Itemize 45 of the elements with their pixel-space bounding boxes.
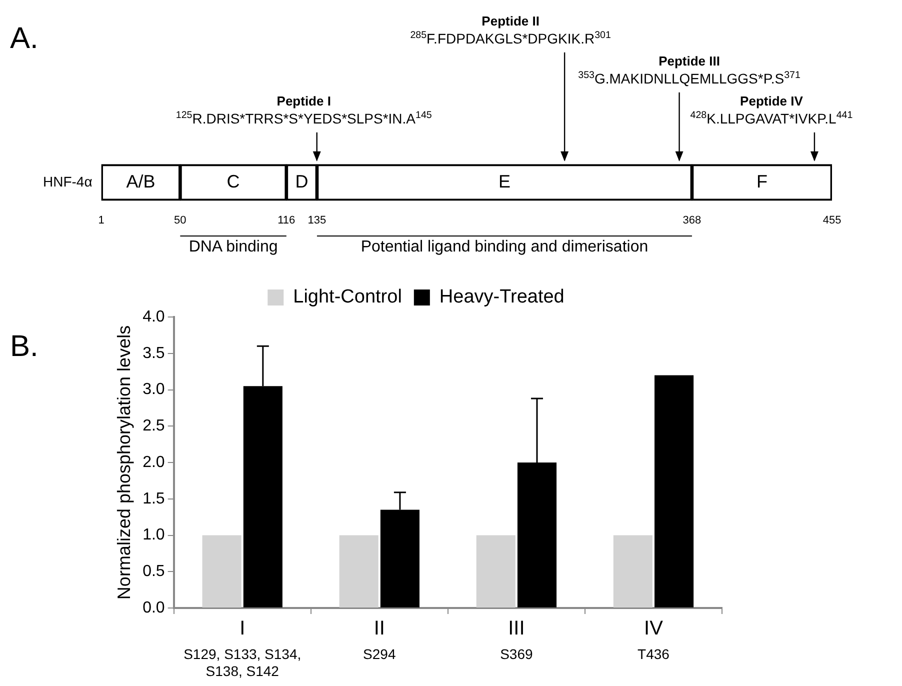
x-tick-label: III	[508, 618, 525, 640]
annotation: C	[226, 171, 240, 192]
annotation: A/B	[126, 171, 156, 192]
text: S129, S133, S134, S138, S142	[184, 646, 302, 679]
chart-title: A.	[10, 22, 38, 56]
band-label: Potential ligand binding and dimerisation	[360, 238, 648, 256]
bar	[202, 535, 242, 608]
bar	[476, 535, 516, 608]
chart-title: B.	[10, 330, 38, 364]
band-label: DNA binding	[188, 238, 278, 256]
x-tick-label: 1	[98, 214, 104, 226]
text: Peptide I	[276, 93, 331, 108]
x-tick-label: 50	[174, 214, 186, 226]
text: Peptide IV	[740, 93, 804, 108]
y-tick-label: 0.5	[142, 563, 165, 580]
text: Peptide III	[658, 53, 720, 68]
text: S294	[363, 646, 396, 662]
y-tick-label: HNF-4α	[42, 173, 92, 190]
text: T436	[638, 646, 670, 662]
annotation: F	[756, 171, 768, 192]
x-tick-label: 135	[308, 214, 326, 226]
x-tick-label: 455	[822, 214, 842, 226]
y-axis-title: Normalized phosphorylation levels	[114, 325, 134, 600]
x-tick-label: 368	[682, 214, 702, 226]
legend-label: Light-Control	[293, 286, 402, 308]
x-tick-label: II	[374, 618, 385, 640]
y-tick-label: 1.0	[142, 526, 165, 544]
annotation: E	[498, 171, 510, 192]
text: S369	[500, 646, 533, 662]
bar	[654, 375, 694, 608]
bar	[339, 535, 378, 608]
y-tick-label: 3.0	[142, 381, 165, 398]
y-tick-label: 0.0	[142, 599, 165, 616]
y-tick-label: 2.5	[142, 418, 165, 435]
y-tick-label: 1.5	[142, 490, 165, 508]
bar	[613, 535, 652, 608]
y-tick-label: 4.0	[142, 308, 165, 326]
annotation: D	[295, 171, 308, 192]
text: Peptide II	[482, 13, 540, 28]
legend-label: Heavy-Treated	[439, 286, 564, 308]
y-tick-label: 3.5	[142, 344, 165, 362]
y-tick-label: 2.0	[142, 454, 165, 471]
x-tick-label: I	[240, 618, 246, 640]
x-tick-label: 116	[278, 214, 296, 226]
x-tick-label: IV	[644, 618, 664, 640]
